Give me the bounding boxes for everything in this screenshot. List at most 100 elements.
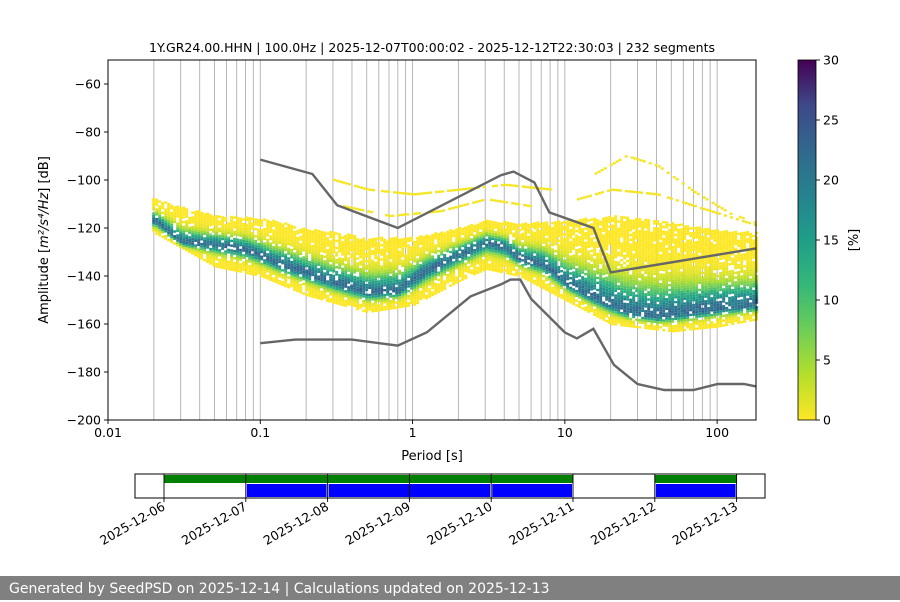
psd-cell [326, 244, 329, 246]
psd-cell [182, 240, 185, 242]
psd-cell [218, 266, 221, 268]
psd-cell [710, 290, 713, 292]
psd-cell [707, 324, 710, 326]
psd-cell [662, 315, 665, 317]
psd-cell [572, 283, 575, 285]
psd-cell [491, 264, 494, 266]
psd-cell [500, 232, 503, 234]
psd-cell [479, 237, 482, 239]
psd-cell [230, 225, 233, 227]
psd-cell [371, 260, 374, 262]
psd-cell [668, 243, 671, 245]
psd-cell [536, 224, 539, 226]
psd-cell [716, 294, 719, 296]
psd-cell [593, 246, 596, 248]
psd-cell [476, 238, 479, 240]
psd-cell [299, 236, 302, 238]
psd-cell [551, 244, 554, 246]
psd-cell [302, 230, 305, 232]
psd-cell [242, 230, 245, 232]
psd-cell [353, 261, 356, 263]
psd-cell [647, 313, 650, 315]
psd-cell [695, 234, 698, 236]
psd-cell [533, 258, 536, 260]
psd-cell [290, 280, 293, 282]
psd-cell [314, 279, 317, 281]
psd-cell [254, 264, 257, 266]
psd-cell [695, 267, 698, 269]
psd-cell [506, 238, 509, 240]
psd-cell [587, 270, 590, 272]
psd-cell [227, 227, 230, 229]
psd-cell [713, 314, 716, 316]
psd-cell [392, 244, 395, 246]
psd-cell [626, 298, 629, 300]
psd-cell [671, 258, 674, 260]
psd-cell [587, 279, 590, 281]
psd-cell [593, 282, 596, 284]
psd-cell [158, 200, 161, 202]
psd-cell [683, 286, 686, 288]
psd-cell [326, 273, 329, 275]
psd-cell [185, 244, 188, 246]
psd-cell [188, 222, 191, 224]
psd-cell [350, 280, 353, 282]
psd-cell [662, 226, 665, 228]
psd-cell [242, 223, 245, 225]
psd-cell [290, 256, 293, 258]
psd-cell [602, 220, 605, 222]
psd-cell [665, 260, 668, 262]
psd-cell [359, 275, 362, 277]
psd-cell [254, 218, 257, 220]
psd-cell [365, 265, 368, 267]
psd-cell [605, 224, 608, 226]
psd-cell [611, 308, 614, 310]
psd-cell [353, 290, 356, 292]
psd-cell [185, 213, 188, 215]
psd-cell [155, 213, 158, 215]
psd-cell [608, 261, 611, 263]
psd-cell [338, 303, 341, 305]
psd-cell [626, 284, 629, 286]
psd-cell [575, 230, 578, 232]
psd-cell [641, 254, 644, 256]
psd-cell [560, 248, 563, 250]
psd-cell [320, 245, 323, 247]
psd-cell [599, 286, 602, 288]
psd-cell [566, 266, 569, 268]
psd-cell [713, 294, 716, 296]
psd-cell [413, 243, 416, 245]
psd-cell [233, 257, 236, 259]
psd-cell [422, 296, 425, 298]
psd-cell [575, 268, 578, 270]
psd-cell [404, 243, 407, 245]
psd-cell [173, 242, 176, 244]
psd-cell [413, 255, 416, 257]
psd-cell [686, 321, 689, 323]
psd-cell [263, 276, 266, 278]
psd-cell [452, 235, 455, 237]
psd-cell [380, 294, 383, 296]
psd-cell [269, 271, 272, 273]
psd-cell [293, 241, 296, 243]
psd-cell [209, 221, 212, 223]
psd-cell [602, 268, 605, 270]
psd-cell [266, 263, 269, 265]
psd-cell [716, 282, 719, 284]
psd-cell [350, 304, 353, 306]
psd-cell [521, 264, 524, 266]
psd-cell [599, 298, 602, 300]
psd-cell [329, 276, 332, 278]
psd-cell [692, 294, 695, 296]
psd-cell [560, 287, 563, 289]
psd-cell [269, 226, 272, 228]
psd-cell [257, 236, 260, 238]
psd-cell [332, 244, 335, 246]
psd-cell [470, 248, 473, 250]
psd-cell [572, 255, 575, 257]
psd-cell [593, 309, 596, 311]
psd-cell [293, 265, 296, 267]
psd-cell [647, 241, 650, 243]
psd-cell [233, 231, 236, 233]
psd-cell [245, 252, 248, 254]
